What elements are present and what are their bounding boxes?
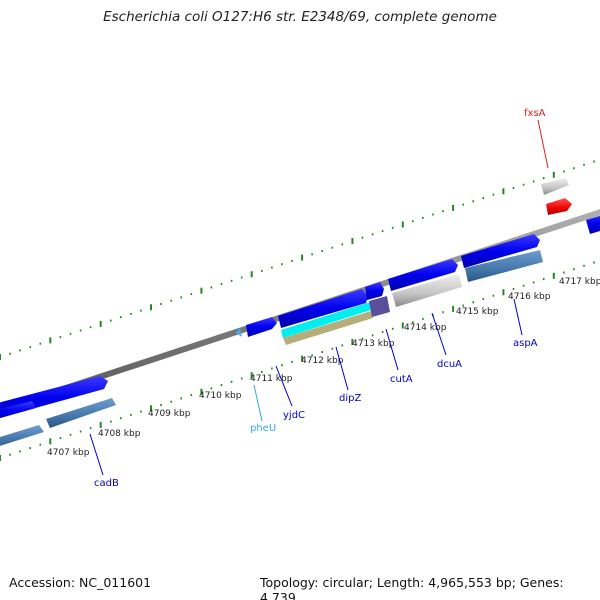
feature-grey-forward (541, 178, 569, 195)
feature-pheu-forward (236, 328, 242, 337)
leader-dipz (335, 346, 349, 391)
scale-label-4717: 4717 kbp (559, 277, 600, 287)
scale-label-4707: 4707 kbp (47, 448, 90, 458)
scale-labels: 4707 kbp 4708 kbp 4709 kbp 4710 kbp 4711… (47, 277, 600, 458)
gene-label-dcua: dcuA (437, 359, 462, 370)
scale-label-4710: 4710 kbp (199, 391, 242, 401)
leader-yjdc (275, 365, 293, 407)
leader-fxsa (537, 119, 549, 169)
feature-cuta-purple (369, 296, 390, 317)
accession-text: Accession: NC_011601 (9, 575, 152, 590)
scale-label-4716: 4716 kbp (508, 292, 551, 302)
leader-cadb (89, 433, 104, 476)
scale-label-4709: 4709 kbp (148, 409, 191, 419)
gene-label-aspa: aspA (513, 338, 538, 349)
gene-leader-lines (89, 119, 549, 476)
outer-tick-row (0, 160, 595, 360)
feature-dcua-forward (388, 259, 458, 291)
feature-cadb-reverse (0, 425, 44, 446)
genome-stats-text: Topology: circular; Length: 4,965,553 bp… (260, 575, 564, 600)
leader-dcua (431, 312, 447, 356)
feature-yjdc-forward (246, 317, 277, 337)
forward-strand-features (0, 178, 600, 419)
leader-cuta (385, 328, 399, 371)
scale-label-4715: 4715 kbp (456, 307, 499, 317)
feature-edge-forward (586, 215, 600, 234)
leader-pheu (253, 384, 263, 422)
feature-cadb-reverse-2 (46, 398, 116, 428)
feature-dipz-forward (278, 289, 368, 328)
gene-label-dipz: dipZ (339, 393, 361, 404)
inner-tick-row (0, 261, 595, 461)
feature-small-forward (365, 282, 384, 300)
scale-label-4708: 4708 kbp (98, 429, 141, 439)
scale-label-4713: 4713 kbp (352, 339, 395, 349)
map-title: Escherichia coli O127:H6 str. E2348/69, … (103, 9, 497, 25)
feature-dcua-grey (392, 274, 462, 307)
scale-label-4712: 4712 kbp (301, 356, 344, 366)
feature-cadb-forward-2 (0, 401, 36, 419)
gene-label-yjdc: yjdC (283, 410, 305, 421)
gene-label-cadb: cadB (94, 478, 119, 489)
gene-label-cuta: cutA (390, 374, 413, 385)
feature-aspa-steel (465, 250, 543, 282)
feature-dipz-khaki (283, 311, 373, 345)
scale-label-4711: 4711 kbp (250, 374, 293, 384)
feature-fxsa-forward (546, 198, 572, 215)
gene-label-pheu: pheU (250, 423, 276, 434)
gene-labels: cadB pheU yjdC dipZ cutA dcuA aspA fxsA (94, 108, 546, 489)
scale-label-4714: 4714 kbp (404, 323, 447, 333)
gene-label-fxsa: fxsA (524, 108, 546, 119)
feature-aspa-forward (461, 234, 540, 268)
feature-dipz-cyan (281, 302, 371, 338)
reverse-strand-features (0, 250, 543, 446)
leader-aspa (513, 298, 523, 336)
